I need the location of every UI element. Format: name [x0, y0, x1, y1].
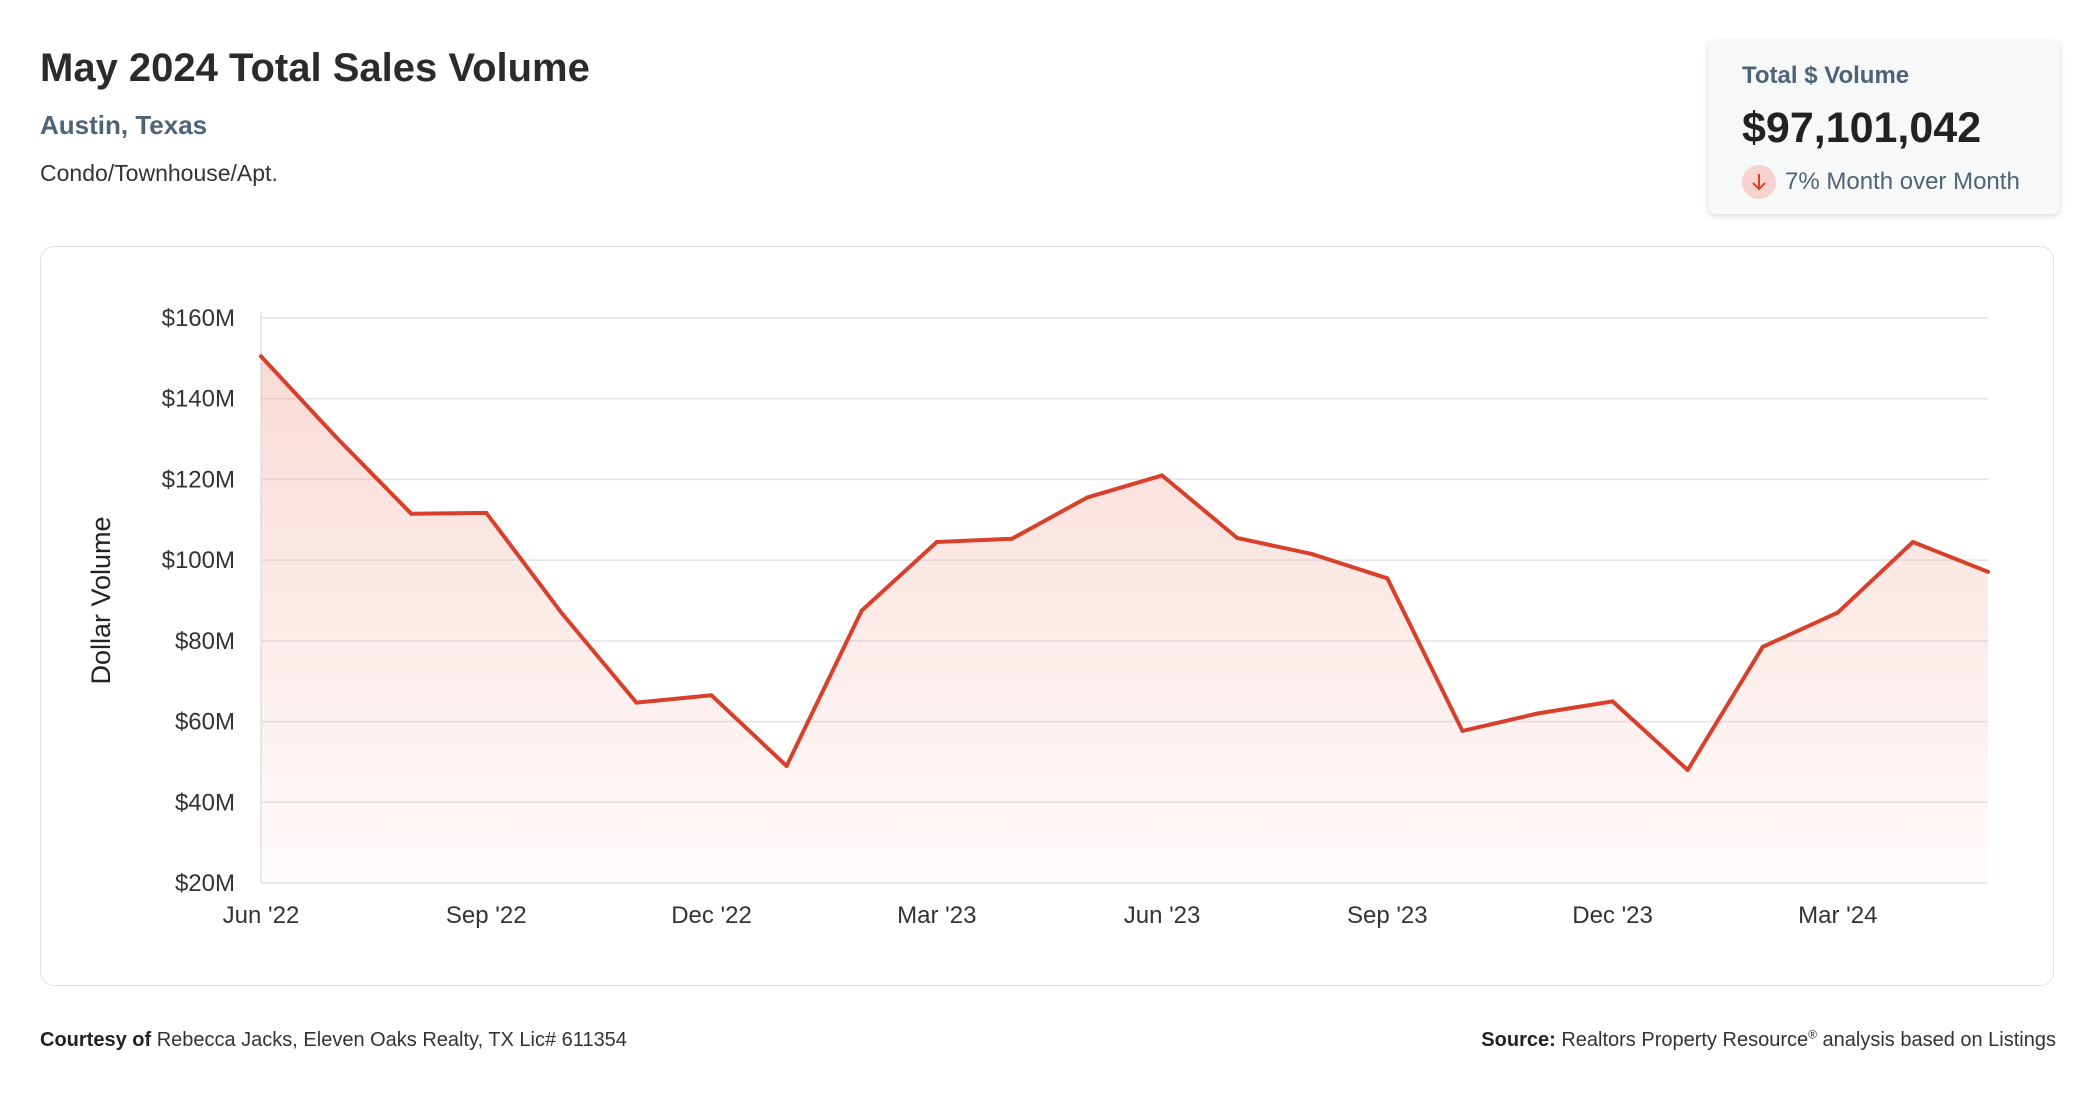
- data-point: [559, 610, 564, 615]
- source-footer: Source: Realtors Property Resource® anal…: [1481, 1027, 2057, 1052]
- data-point: [1160, 473, 1165, 478]
- data-point: [1685, 768, 1690, 772]
- data-point: [859, 608, 864, 613]
- x-tick-label: Sep '23: [1347, 902, 1428, 929]
- data-point: [1385, 576, 1390, 581]
- data-point: [784, 763, 789, 768]
- data-point: [409, 511, 414, 516]
- data-point: [1009, 536, 1014, 541]
- y-tick-label: $140M: [162, 386, 235, 413]
- kpi-change-text: 7% Month over Month: [1785, 168, 2020, 195]
- arrow-down-icon: [1742, 165, 1776, 199]
- registered-mark: ®: [1808, 1027, 1817, 1042]
- y-tick-label: $20M: [175, 870, 235, 897]
- x-tick-label: Sep '22: [446, 902, 527, 929]
- y-tick-label: $160M: [162, 305, 235, 332]
- courtesy-label: Courtesy of: [40, 1029, 152, 1051]
- data-point: [484, 510, 489, 515]
- data-point: [1084, 495, 1089, 500]
- courtesy-footer: Courtesy of Rebecca Jacks, Eleven Oaks R…: [40, 1029, 627, 1052]
- sales-volume-chart: $20M $40M $60M $80M $100M $120M $140M $160M Jun …: [86, 305, 1990, 929]
- data-point: [1610, 699, 1615, 704]
- kpi-value: $97,101,042: [1742, 104, 1982, 152]
- kpi-change: 7% Month over Month: [1742, 165, 2060, 199]
- y-tick-label: $100M: [162, 547, 235, 574]
- y-axis-title: Dollar Volume: [86, 516, 116, 684]
- data-point: [1986, 569, 1990, 574]
- x-tick-label: Jun '23: [1124, 902, 1201, 929]
- source-text: Realtors Property Resource: [1561, 1029, 1809, 1051]
- data-point: [634, 700, 639, 705]
- data-point: [1235, 535, 1240, 540]
- data-point: [1910, 539, 1915, 544]
- series-line: [259, 354, 1990, 772]
- x-tick-label: Mar '23: [897, 902, 976, 929]
- x-tick-label: Jun '22: [223, 902, 300, 929]
- courtesy-text: Rebecca Jacks, Eleven Oaks Realty, TX Li…: [156, 1029, 627, 1051]
- y-tick-label: $120M: [162, 466, 235, 493]
- location-label: Austin, Texas: [40, 110, 208, 140]
- chart-panel: $20M $40M $60M $80M $100M $120M $140M $160M Jun …: [40, 246, 2054, 986]
- data-point: [1760, 644, 1765, 649]
- x-tick-label: Mar '24: [1798, 902, 1877, 929]
- total-volume-card: Total $ Volume $97,101,042 7% Month over…: [1708, 40, 2060, 214]
- x-tick-label: Dec '23: [1572, 902, 1653, 929]
- source-label: Source:: [1481, 1029, 1556, 1051]
- data-point: [709, 693, 714, 698]
- data-point: [334, 435, 339, 440]
- property-type-label: Condo/Townhouse/Apt.: [40, 160, 278, 186]
- x-tick-label: Dec '22: [671, 902, 752, 929]
- y-tick-label: $60M: [175, 709, 235, 736]
- y-tick-label: $80M: [175, 628, 235, 655]
- data-point: [259, 354, 263, 359]
- y-tick-label: $40M: [175, 789, 235, 816]
- source-text-suffix: analysis based on Listings: [1816, 1029, 2057, 1051]
- data-point: [1460, 728, 1465, 733]
- kpi-label: Total $ Volume: [1742, 62, 1910, 89]
- data-point: [1310, 552, 1315, 557]
- data-point: [934, 539, 939, 544]
- data-point: [1535, 711, 1540, 716]
- data-point: [1835, 610, 1840, 615]
- page-title: May 2024 Total Sales Volume: [40, 46, 590, 90]
- area-fill: [261, 356, 1988, 883]
